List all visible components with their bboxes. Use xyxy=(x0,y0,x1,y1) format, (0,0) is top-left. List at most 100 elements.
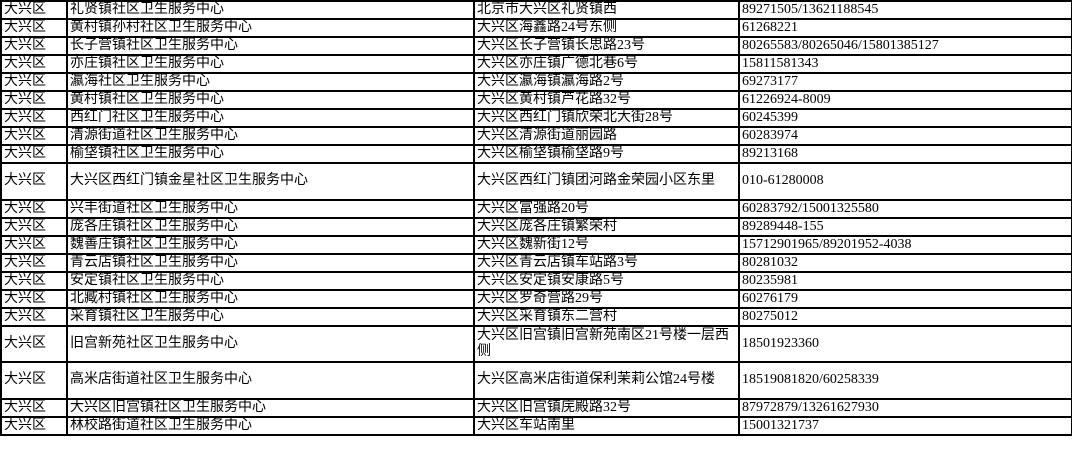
health-center-table: 大兴区 礼贤镇社区卫生服务中心 北京市大兴区礼贤镇西 89271505/1362118… xyxy=(0,0,1072,436)
address-cell: 大兴区青云店镇车站路3号 xyxy=(473,252,740,273)
address-cell: 大兴区富强路20号 xyxy=(473,198,740,219)
district-cell: 大兴区 xyxy=(0,54,68,74)
table-row: 大兴区 青云店镇社区卫生服务中心 大兴区青云店镇车站路3号 80281032 xyxy=(0,252,1072,273)
table-row: 大兴区 榆垡镇社区卫生服务中心 大兴区榆垡镇榆垡路9号 89213168 xyxy=(0,144,1072,164)
center-name-cell: 高米店街道社区卫生服务中心 xyxy=(66,361,475,400)
center-name-cell: 大兴区西红门镇金星社区卫生服务中心 xyxy=(66,162,475,201)
table-body: 大兴区 礼贤镇社区卫生服务中心 北京市大兴区礼贤镇西 89271505/1362118… xyxy=(0,0,1072,436)
phone-cell: 18519081820/60258339 xyxy=(738,361,1072,400)
phone-cell: 61268221 xyxy=(738,18,1072,38)
address-cell: 大兴区瀛海镇瀛海路2号 xyxy=(473,72,740,92)
table-row: 大兴区 林校路街道社区卫生服务中心 大兴区车站南里 15001321737 xyxy=(0,415,1072,436)
address-cell: 大兴区长子营镇长思路23号 xyxy=(473,36,740,56)
center-name-cell: 黄村镇孙村社区卫生服务中心 xyxy=(66,18,475,38)
district-cell: 大兴区 xyxy=(0,270,68,291)
phone-cell: 80275012 xyxy=(738,306,1072,327)
district-cell: 大兴区 xyxy=(0,162,68,201)
district-cell: 大兴区 xyxy=(0,415,68,436)
address-cell: 大兴区高米店街道保利茉莉公馆24号楼 xyxy=(473,361,740,400)
table-row: 大兴区 采育镇社区卫生服务中心 大兴区采育镇东二营村 80275012 xyxy=(0,306,1072,327)
phone-cell: 60245399 xyxy=(738,108,1072,128)
center-name-cell: 旧宫新苑社区卫生服务中心 xyxy=(66,324,475,363)
district-cell: 大兴区 xyxy=(0,108,68,128)
phone-cell: 15712901965/89201952-4038 xyxy=(738,234,1072,255)
address-cell: 大兴区车站南里 xyxy=(473,415,740,436)
table-row: 大兴区 北臧村镇社区卫生服务中心 大兴区罗奇营路29号 60276179 xyxy=(0,288,1072,309)
table-row: 大兴区 西红门社区卫生服务中心 大兴区西红门镇欣荣北大街28号 60245399 xyxy=(0,108,1072,128)
center-name-cell: 黄村镇社区卫生服务中心 xyxy=(66,90,475,110)
district-cell: 大兴区 xyxy=(0,216,68,237)
address-cell: 大兴区清源街道丽园路 xyxy=(473,126,740,146)
phone-cell: 60283792/15001325580 xyxy=(738,198,1072,219)
address-cell: 大兴区安定镇安康路5号 xyxy=(473,270,740,291)
district-cell: 大兴区 xyxy=(0,198,68,219)
center-name-cell: 大兴区旧宫镇社区卫生服务中心 xyxy=(66,397,475,418)
district-cell: 大兴区 xyxy=(0,306,68,327)
district-cell: 大兴区 xyxy=(0,90,68,110)
address-cell: 大兴区采育镇东二营村 xyxy=(473,306,740,327)
address-cell: 大兴区魏新街12号 xyxy=(473,234,740,255)
center-name-cell: 长子营镇社区卫生服务中心 xyxy=(66,36,475,56)
table-row: 大兴区 黄村镇孙村社区卫生服务中心 大兴区海鑫路24号东侧 61268221 xyxy=(0,18,1072,38)
phone-cell: 89271505/13621188545 xyxy=(738,0,1072,20)
center-name-cell: 安定镇社区卫生服务中心 xyxy=(66,270,475,291)
address-cell: 大兴区庞各庄镇繁荣村 xyxy=(473,216,740,237)
table-row: 大兴区 大兴区旧宫镇社区卫生服务中心 大兴区旧宫镇庑殿路32号 87972879/13… xyxy=(0,397,1072,418)
center-name-cell: 兴丰街道社区卫生服务中心 xyxy=(66,198,475,219)
table-row: 大兴区 礼贤镇社区卫生服务中心 北京市大兴区礼贤镇西 89271505/1362118… xyxy=(0,0,1072,20)
center-name-cell: 礼贤镇社区卫生服务中心 xyxy=(66,0,475,20)
address-cell: 大兴区海鑫路24号东侧 xyxy=(473,18,740,38)
phone-cell: 87972879/13261627930 xyxy=(738,397,1072,418)
phone-cell: 18501923360 xyxy=(738,324,1072,363)
address-cell: 大兴区西红门镇欣荣北大街28号 xyxy=(473,108,740,128)
district-cell: 大兴区 xyxy=(0,252,68,273)
address-cell: 大兴区黄村镇芦花路32号 xyxy=(473,90,740,110)
center-name-cell: 魏善庄镇社区卫生服务中心 xyxy=(66,234,475,255)
table-row: 大兴区 黄村镇社区卫生服务中心 大兴区黄村镇芦花路32号 61226924-8009 xyxy=(0,90,1072,110)
table-row: 大兴区 兴丰街道社区卫生服务中心 大兴区富强路20号 60283792/1500132… xyxy=(0,198,1072,219)
table-row: 大兴区 旧宫新苑社区卫生服务中心 大兴区旧宫镇旧宫新苑南区21号楼一层西侧 18501… xyxy=(0,324,1072,363)
center-name-cell: 亦庄镇社区卫生服务中心 xyxy=(66,54,475,74)
center-name-cell: 庞各庄镇社区卫生服务中心 xyxy=(66,216,475,237)
district-cell: 大兴区 xyxy=(0,234,68,255)
district-cell: 大兴区 xyxy=(0,144,68,164)
address-cell: 大兴区旧宫镇庑殿路32号 xyxy=(473,397,740,418)
district-cell: 大兴区 xyxy=(0,0,68,20)
phone-cell: 80281032 xyxy=(738,252,1072,273)
address-cell: 大兴区榆垡镇榆垡路9号 xyxy=(473,144,740,164)
address-cell: 北京市大兴区礼贤镇西 xyxy=(473,0,740,20)
district-cell: 大兴区 xyxy=(0,324,68,363)
district-cell: 大兴区 xyxy=(0,397,68,418)
center-name-cell: 榆垡镇社区卫生服务中心 xyxy=(66,144,475,164)
district-cell: 大兴区 xyxy=(0,18,68,38)
district-cell: 大兴区 xyxy=(0,288,68,309)
address-cell: 大兴区亦庄镇广德北巷6号 xyxy=(473,54,740,74)
phone-cell: 80265583/80265046/15801385127 xyxy=(738,36,1072,56)
center-name-cell: 林校路街道社区卫生服务中心 xyxy=(66,415,475,436)
district-cell: 大兴区 xyxy=(0,36,68,56)
table-row: 大兴区 大兴区西红门镇金星社区卫生服务中心 大兴区西红门镇团河路金荣园小区东里 010… xyxy=(0,162,1072,201)
phone-cell: 80235981 xyxy=(738,270,1072,291)
district-cell: 大兴区 xyxy=(0,72,68,92)
center-name-cell: 瀛海社区卫生服务中心 xyxy=(66,72,475,92)
center-name-cell: 采育镇社区卫生服务中心 xyxy=(66,306,475,327)
table-row: 大兴区 清源街道社区卫生服务中心 大兴区清源街道丽园路 60283974 xyxy=(0,126,1072,146)
district-cell: 大兴区 xyxy=(0,361,68,400)
center-name-cell: 西红门社区卫生服务中心 xyxy=(66,108,475,128)
phone-cell: 15811581343 xyxy=(738,54,1072,74)
phone-cell: 69273177 xyxy=(738,72,1072,92)
phone-cell: 89213168 xyxy=(738,144,1072,164)
table-row: 大兴区 亦庄镇社区卫生服务中心 大兴区亦庄镇广德北巷6号 15811581343 xyxy=(0,54,1072,74)
table-row: 大兴区 高米店街道社区卫生服务中心 大兴区高米店街道保利茉莉公馆24号楼 185190… xyxy=(0,361,1072,400)
table-row: 大兴区 安定镇社区卫生服务中心 大兴区安定镇安康路5号 80235981 xyxy=(0,270,1072,291)
table-row: 大兴区 庞各庄镇社区卫生服务中心 大兴区庞各庄镇繁荣村 89289448-155 xyxy=(0,216,1072,237)
phone-cell: 010-61280008 xyxy=(738,162,1072,201)
center-name-cell: 青云店镇社区卫生服务中心 xyxy=(66,252,475,273)
phone-cell: 89289448-155 xyxy=(738,216,1072,237)
phone-cell: 15001321737 xyxy=(738,415,1072,436)
address-cell: 大兴区西红门镇团河路金荣园小区东里 xyxy=(473,162,740,201)
table-row: 大兴区 魏善庄镇社区卫生服务中心 大兴区魏新街12号 15712901965/8920… xyxy=(0,234,1072,255)
phone-cell: 60283974 xyxy=(738,126,1072,146)
address-cell: 大兴区旧宫镇旧宫新苑南区21号楼一层西侧 xyxy=(473,324,740,363)
table-row: 大兴区 瀛海社区卫生服务中心 大兴区瀛海镇瀛海路2号 69273177 xyxy=(0,72,1072,92)
